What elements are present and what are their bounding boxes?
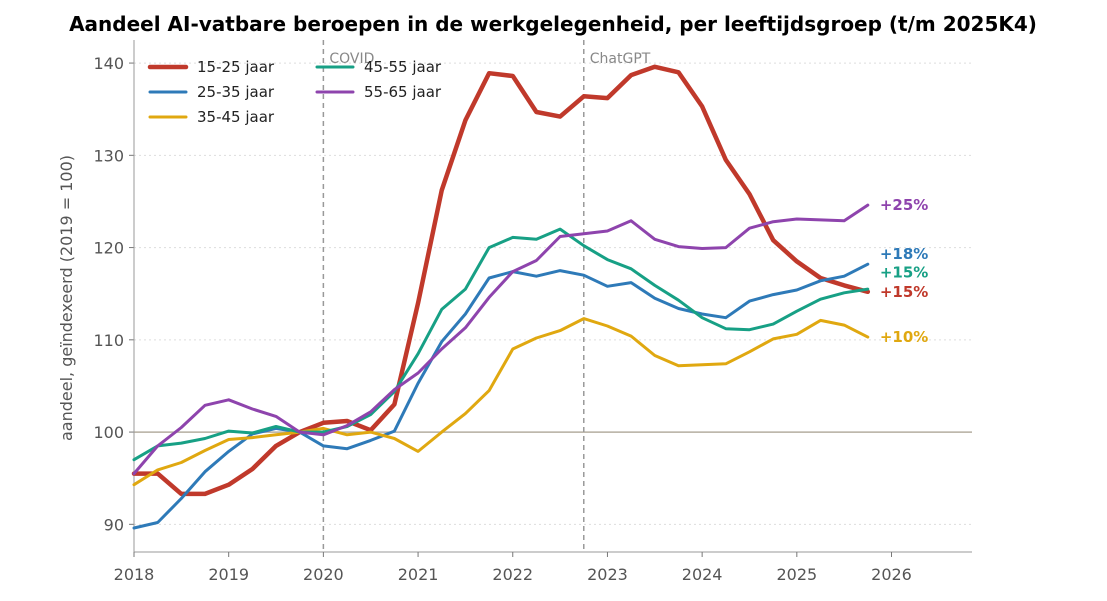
event-label: COVID xyxy=(329,51,374,67)
event-label: ChatGPT xyxy=(590,51,651,67)
event-markers: COVID ChatGPT xyxy=(322,40,651,552)
y-tick-label: 140 xyxy=(93,54,124,73)
series-line-25-35jaar xyxy=(132,262,870,530)
legend-item: 35-45 jaar xyxy=(148,108,275,126)
x-tick-label: 2021 xyxy=(398,565,439,584)
legend-label: 35-45 jaar xyxy=(197,108,275,126)
y-tick-label: 120 xyxy=(93,239,124,258)
end-labels: +15%+18%+10%+15%+25% xyxy=(880,196,928,346)
x-tick-label: 2020 xyxy=(303,565,344,584)
chart-title: Aandeel AI-vatbare beroepen in de werkge… xyxy=(69,12,1037,36)
grid xyxy=(134,62,972,525)
x-tick-label: 2022 xyxy=(492,565,533,584)
y-tick-label: 110 xyxy=(93,331,124,350)
series-lines xyxy=(131,64,871,530)
x-tick-label: 2018 xyxy=(114,565,155,584)
legend-label: 55-65 jaar xyxy=(364,83,442,101)
legend-item: 25-35 jaar xyxy=(148,83,275,101)
series-line-35-45jaar xyxy=(132,317,870,487)
end-label: +15% xyxy=(880,263,928,281)
x-tick-label: 2019 xyxy=(208,565,249,584)
legend-item: 55-65 jaar xyxy=(315,83,442,101)
end-label: +15% xyxy=(880,283,928,301)
legend-label: 45-55 jaar xyxy=(364,58,442,76)
legend: 15-25 jaar 25-35 jaar 35-45 jaar 45-55 jaar… xyxy=(147,58,442,126)
legend-label: 15-25 jaar xyxy=(197,58,275,76)
legend-label: 25-35 jaar xyxy=(197,83,275,101)
end-label: +25% xyxy=(880,196,928,214)
y-tick-label: 130 xyxy=(93,146,124,165)
x-tick-label: 2023 xyxy=(587,565,628,584)
legend-item: 45-55 jaar xyxy=(315,58,442,76)
series-line-55-65jaar xyxy=(132,203,870,476)
y-tick-label: 90 xyxy=(104,515,124,534)
legend-item: 15-25 jaar xyxy=(147,58,275,76)
x-tick-label: 2026 xyxy=(871,565,912,584)
end-label: +18% xyxy=(880,245,928,263)
x-tick-label: 2024 xyxy=(682,565,723,584)
y-tick-label: 100 xyxy=(93,423,124,442)
axes: 90 100 110 120 130 140 2018 2019 2020 2021 2022 202… xyxy=(93,40,972,584)
x-tick-label: 2025 xyxy=(776,565,817,584)
y-axis-label: aandeel, geïndexeerd (2019 = 100) xyxy=(57,155,76,441)
series-line-45-55jaar xyxy=(132,227,870,462)
series-line-15-25jaar xyxy=(131,64,871,497)
end-label: +10% xyxy=(880,328,928,346)
